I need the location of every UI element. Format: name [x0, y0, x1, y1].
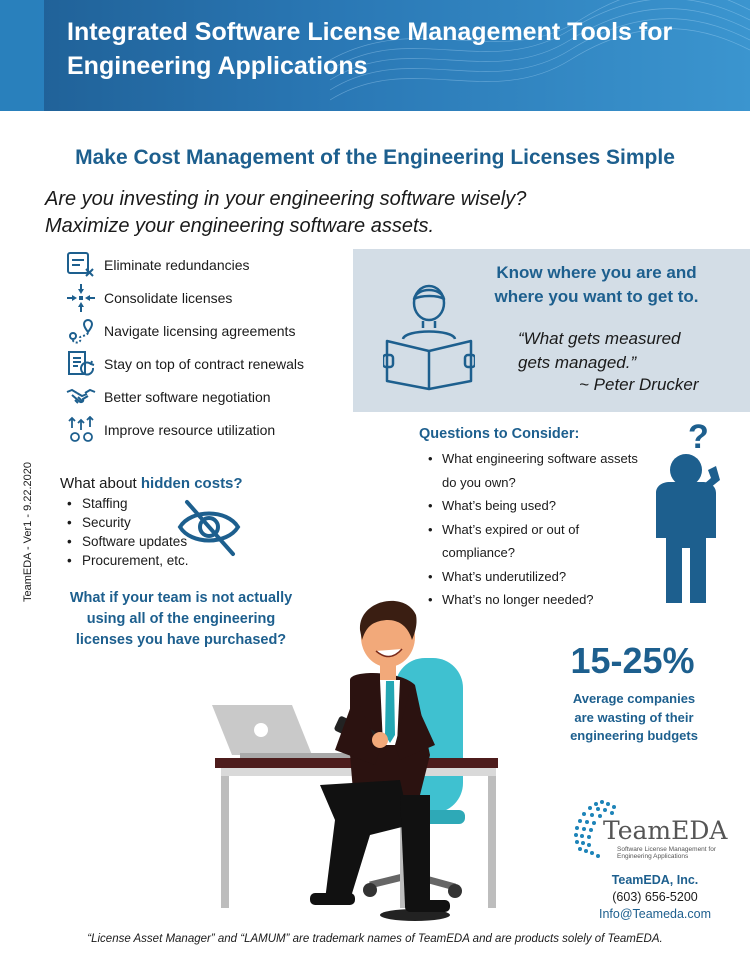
eye-slash-icon	[177, 500, 241, 556]
intro-text: Are you investing in your engineering so…	[45, 186, 526, 240]
thinking-person-icon: ?	[656, 418, 720, 603]
waste-percentage: 15-25%	[570, 640, 695, 681]
header-banner: Integrated Software License Management T…	[0, 0, 750, 111]
company-phone: (603) 656-5200	[612, 890, 698, 904]
quote-text: “What gets measured gets managed.”	[518, 327, 681, 375]
question-line: compliance?	[442, 545, 515, 560]
question-line: do you own?	[442, 474, 516, 490]
logo-tagline-line-1: Software License Management for	[617, 846, 716, 853]
hidden-costs-heading: What about hidden costs?	[60, 475, 243, 492]
list-item: Software updates	[65, 532, 189, 551]
title-line-1: Integrated Software License Management T…	[67, 18, 673, 46]
person-reading-icon	[383, 284, 475, 391]
benefit-item: Better software negotiation	[64, 380, 354, 413]
hidden-costs-highlight: hidden costs?	[140, 475, 243, 492]
benefit-item: Navigate licensing agreements	[64, 314, 354, 347]
questions-title: Questions to Consider:	[419, 426, 580, 442]
benefit-item: Stay on top of contract renewals	[64, 347, 354, 380]
stat-caption-line-1: Average companies	[572, 691, 696, 706]
list-item: Security	[65, 513, 189, 532]
quote-line-2: gets managed.”	[518, 353, 637, 372]
know-title: Know where you are and where you want to…	[353, 261, 750, 309]
list-item: What’s expired or out of compliance?	[424, 518, 656, 565]
svg-text:?: ?	[688, 418, 709, 456]
list-item: What’s underutilized?	[424, 565, 656, 589]
list-item: What’s no longer needed?	[424, 588, 656, 612]
handshake-icon	[64, 383, 98, 411]
document-refresh-icon	[64, 350, 98, 378]
hidden-costs-list: Staffing Security Software updates Procu…	[65, 494, 189, 570]
teameda-logo-dots-icon	[574, 800, 616, 858]
team-question-callout: What if your team is not actually using …	[55, 588, 307, 651]
benefit-label: Consolidate licenses	[104, 289, 233, 306]
team-question-line-1: What if your team is not actually	[69, 590, 293, 606]
checklist-x-icon	[64, 251, 98, 279]
title-line-2: Engineering Applications	[67, 52, 368, 80]
benefit-label: Navigate licensing agreements	[104, 322, 296, 339]
logo-tagline-line-2: Engineering Applications	[617, 853, 689, 860]
know-title-line-1: Know where you are and	[496, 263, 697, 282]
benefit-item: Consolidate licenses	[64, 281, 354, 314]
page-title: Integrated Software License Management T…	[67, 15, 727, 83]
wave-pattern-decoration	[330, 0, 750, 101]
company-email-link[interactable]: Info@Teameda.com	[598, 907, 712, 921]
logo-tagline: Software License Management for Engineer…	[617, 846, 717, 860]
subtitle-heading: Make Cost Management of the Engineering …	[75, 146, 675, 169]
list-item: Staffing	[65, 494, 189, 513]
benefit-label: Improve resource utilization	[104, 421, 276, 438]
arrows-inward-icon	[64, 283, 98, 312]
header-accent-strip	[0, 0, 44, 111]
quote-author: ~ Peter Drucker	[579, 375, 699, 394]
question-line: What’s being used?	[442, 498, 556, 513]
stat-caption-line-3: engineering budgets	[570, 728, 698, 743]
list-item: What’s being used?	[424, 494, 656, 518]
team-question-line-2: using all of the engineering	[86, 611, 276, 627]
question-line: What’s underutilized?	[442, 568, 567, 584]
company-name: TeamEDA, Inc.	[611, 873, 699, 887]
stat-caption: Average companies are wasting of their e…	[552, 690, 716, 746]
question-line: What’s no longer needed?	[442, 592, 594, 607]
team-question-line-3: licenses you have purchased?	[75, 632, 287, 648]
benefits-list: Eliminate redundancies Consolidate licen…	[64, 248, 354, 446]
benefit-label: Stay on top of contract renewals	[104, 355, 304, 372]
questions-list: What engineering software assets do you …	[424, 447, 656, 612]
version-side-label: TeamEDA - Ver1 - 9.22.2020	[22, 461, 34, 603]
intro-line-1: Are you investing in your engineering so…	[45, 188, 527, 210]
benefit-item: Improve resource utilization	[64, 413, 354, 446]
company-contact: TeamEDA, Inc. (603) 656-5200 Info@Teamed…	[585, 872, 725, 923]
benefit-item: Eliminate redundancies	[64, 248, 354, 281]
question-line: What’s expired or out of	[442, 521, 580, 537]
hidden-costs-prefix: What about	[60, 475, 141, 492]
list-item: What engineering software assets do you …	[424, 447, 656, 494]
trademark-footer: “License Asset Manager” and “LAMUM” are …	[87, 933, 663, 945]
benefit-label: Better software negotiation	[104, 388, 271, 405]
quote-line-1: “What gets measured	[518, 329, 681, 348]
gears-growth-icon	[64, 415, 98, 444]
know-title-line-2: where you want to get to.	[494, 287, 699, 306]
know-where-box: Know where you are and where you want to…	[353, 249, 750, 412]
benefit-label: Eliminate redundancies	[104, 256, 250, 273]
businessman-at-desk-illustration	[212, 600, 498, 921]
question-line: What engineering software assets	[442, 451, 638, 466]
stat-caption-line-2: are wasting of their	[574, 709, 694, 725]
route-pin-icon	[64, 317, 98, 345]
logo-wordmark: TeamEDA	[603, 816, 728, 845]
intro-line-2: Maximize your engineering software asset…	[45, 215, 435, 237]
list-item: Procurement, etc.	[65, 551, 189, 570]
